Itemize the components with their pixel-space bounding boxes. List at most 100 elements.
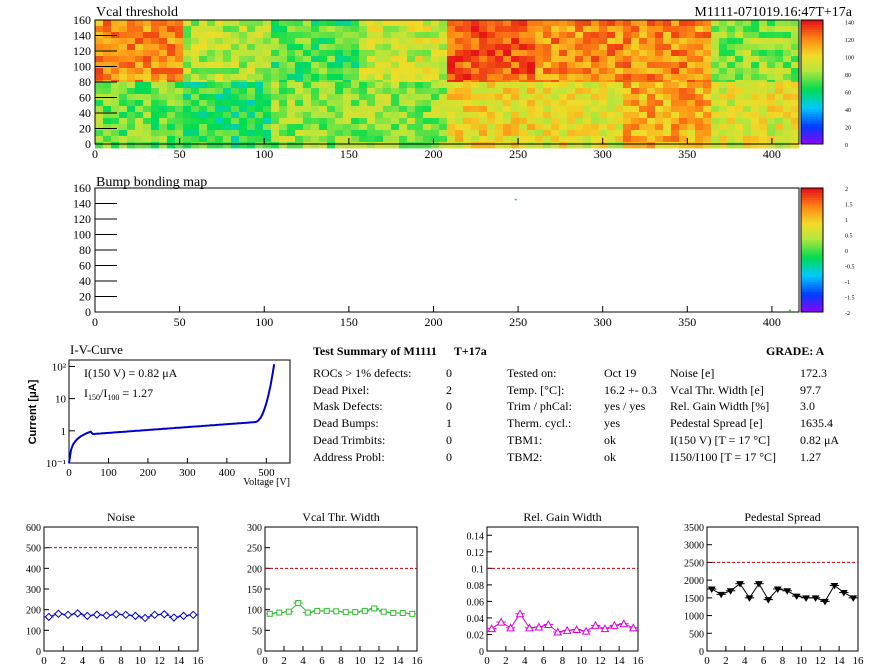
vcal-cell xyxy=(599,20,608,27)
vcal-cell xyxy=(399,26,408,33)
vcal-cell xyxy=(119,38,128,45)
y-tick-label: 120 xyxy=(73,212,91,226)
vcal-cell xyxy=(415,94,424,101)
vcal-cell xyxy=(95,62,104,69)
vcal-cell xyxy=(311,50,320,57)
vcal-cell xyxy=(623,106,632,113)
vcal-cell xyxy=(119,68,128,75)
vcal-cell xyxy=(471,142,480,149)
vcal-cell xyxy=(159,118,168,125)
x-tick-label: 12 xyxy=(374,655,385,667)
vcal-cell xyxy=(559,106,568,113)
vcal-cell xyxy=(655,26,664,33)
vcal-cell xyxy=(591,100,600,107)
vcal-cell xyxy=(543,68,552,75)
vcal-cell xyxy=(479,44,488,51)
vcal-cell xyxy=(415,68,424,75)
vcal-cell xyxy=(615,38,624,45)
grade: GRADE: A xyxy=(766,344,825,358)
x-tick-label: 14 xyxy=(834,655,846,667)
vcal-cell xyxy=(551,68,560,75)
vcal-cell xyxy=(279,68,288,75)
vcal-cell xyxy=(575,94,584,101)
colorbar-segment xyxy=(801,277,823,281)
vcal-cell xyxy=(159,82,168,89)
y-tick-label: 0.14 xyxy=(467,531,485,542)
vcal-cell xyxy=(463,100,472,107)
vcal-cell xyxy=(495,38,504,45)
vcal-cell xyxy=(103,38,112,45)
bump-title: Bump bonding map xyxy=(96,175,208,190)
vcal-cell xyxy=(239,94,248,101)
data-point xyxy=(371,605,378,612)
vcal-cell xyxy=(543,44,552,51)
vcal-cell xyxy=(695,56,704,63)
vcal-cell xyxy=(599,88,608,95)
colorbar-segment xyxy=(801,101,823,105)
vcal-cell xyxy=(591,56,600,63)
vcal-cell xyxy=(503,32,512,39)
vcal-cell xyxy=(607,88,616,95)
vcal-cell xyxy=(639,62,648,69)
vcal-cell xyxy=(183,130,192,137)
vcal-cell xyxy=(327,124,336,131)
vcal-cell xyxy=(679,112,688,119)
vcal-cell xyxy=(599,112,608,119)
vcal-cell xyxy=(95,68,104,75)
vcal-cell xyxy=(199,142,208,149)
vcal-cell xyxy=(135,20,144,27)
vcal-cell xyxy=(695,136,704,143)
colorbar-label: 2 xyxy=(845,187,848,193)
vcal-cell xyxy=(735,100,744,107)
vcal-cell xyxy=(335,142,344,149)
colorbar-segment xyxy=(801,96,823,100)
vcal-cell xyxy=(191,124,200,131)
x-tick-label: 200 xyxy=(140,467,157,479)
vcal-cell xyxy=(367,106,376,113)
y-tick-label: 140 xyxy=(73,29,91,43)
vcal-cell xyxy=(215,74,224,81)
vcal-cell xyxy=(95,74,104,81)
vcal-cell xyxy=(319,74,328,81)
summary-value: 0 xyxy=(446,399,452,414)
vcal-cell xyxy=(359,106,368,113)
vcal-cell xyxy=(239,118,248,125)
vcal-cell xyxy=(167,44,176,51)
colorbar-segment xyxy=(801,106,823,110)
vcal-cell xyxy=(495,118,504,125)
vcal-cell xyxy=(695,44,704,51)
vcal-cell xyxy=(231,118,240,125)
vcal-cell xyxy=(591,32,600,39)
vcal-cell xyxy=(223,100,232,107)
vcal-cell xyxy=(311,32,320,39)
vcal-cell xyxy=(287,142,296,149)
y-tick-label: 3000 xyxy=(684,541,704,552)
vcal-cell xyxy=(695,142,704,149)
colorbar-segment xyxy=(801,139,823,143)
vcal-cell xyxy=(471,124,480,131)
summary-value: 172.3 xyxy=(800,366,827,380)
data-point xyxy=(553,627,563,636)
vcal-cell xyxy=(639,74,648,81)
vcal-cell xyxy=(527,112,536,119)
vcal-cell xyxy=(423,32,432,39)
data-point xyxy=(131,611,140,621)
vcal-cell xyxy=(647,118,656,125)
colorbar-segment xyxy=(801,240,823,244)
vcal-cell xyxy=(271,56,280,63)
vcal-cell xyxy=(703,88,712,95)
vcal-cell xyxy=(775,26,784,33)
vcal-cell xyxy=(311,20,320,27)
vcal-cell xyxy=(463,38,472,45)
vcal-cell xyxy=(671,20,680,27)
vcal-cell xyxy=(287,50,296,57)
vcal-cell xyxy=(527,56,536,63)
x-tick-label: 300 xyxy=(594,147,612,161)
vcal-cell xyxy=(207,142,216,149)
colorbar-segment xyxy=(801,297,823,301)
vcal-cell xyxy=(511,68,520,75)
vcal-cell xyxy=(407,118,416,125)
vcal-cell xyxy=(231,32,240,39)
vcal-cell xyxy=(519,100,528,107)
vcal-cell xyxy=(327,142,336,149)
